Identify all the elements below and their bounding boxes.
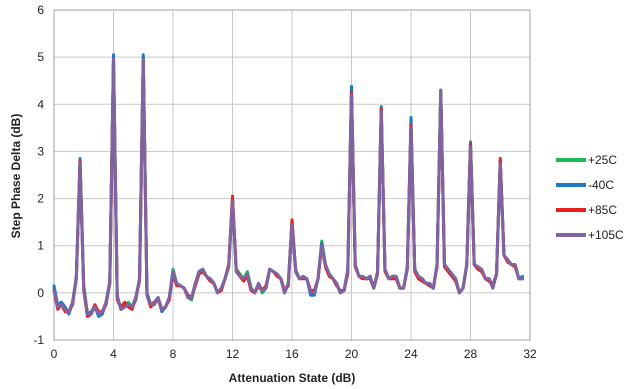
y-tick-label: 0: [37, 286, 44, 300]
y-tick-label: -1: [33, 333, 44, 347]
y-axis-title: Step Phase Delta (dB): [9, 114, 23, 239]
x-tick-label: 4: [110, 347, 117, 361]
y-tick-label: 5: [37, 50, 44, 64]
y-tick-label: 2: [37, 192, 44, 206]
plot-frame: [53, 9, 531, 341]
legend-label: +105C: [588, 228, 624, 242]
chart-series: [52, 53, 525, 318]
x-tick-label: 16: [285, 347, 299, 361]
y-tick-label: 1: [37, 239, 44, 253]
x-tick-label: 28: [464, 347, 478, 361]
y-tick-label: 6: [37, 3, 44, 17]
y-tick-labels: -1 0 1 2 3 4 5 6: [33, 3, 44, 347]
y-tick-label: 4: [37, 97, 44, 111]
x-tick-label: 24: [404, 347, 418, 361]
x-tick-label: 32: [523, 347, 537, 361]
x-tick-label: 20: [345, 347, 359, 361]
legend-label: +85C: [588, 203, 617, 217]
x-tick-label: 12: [226, 347, 240, 361]
x-tick-labels: 0 4 8 12 16 20 24 28 32: [51, 347, 537, 361]
legend-label: -40C: [588, 178, 614, 192]
legend: +25C -40C +85C +105C: [556, 153, 624, 242]
plot-border: [53, 9, 531, 341]
x-axis-title: Attenuation State (dB): [229, 371, 356, 385]
x-tick-label: 8: [170, 347, 177, 361]
y-tick-label: 3: [37, 144, 44, 158]
legend-label: +25C: [588, 153, 617, 167]
x-tick-label: 0: [51, 347, 58, 361]
series-line-105c-3: [52, 58, 525, 316]
